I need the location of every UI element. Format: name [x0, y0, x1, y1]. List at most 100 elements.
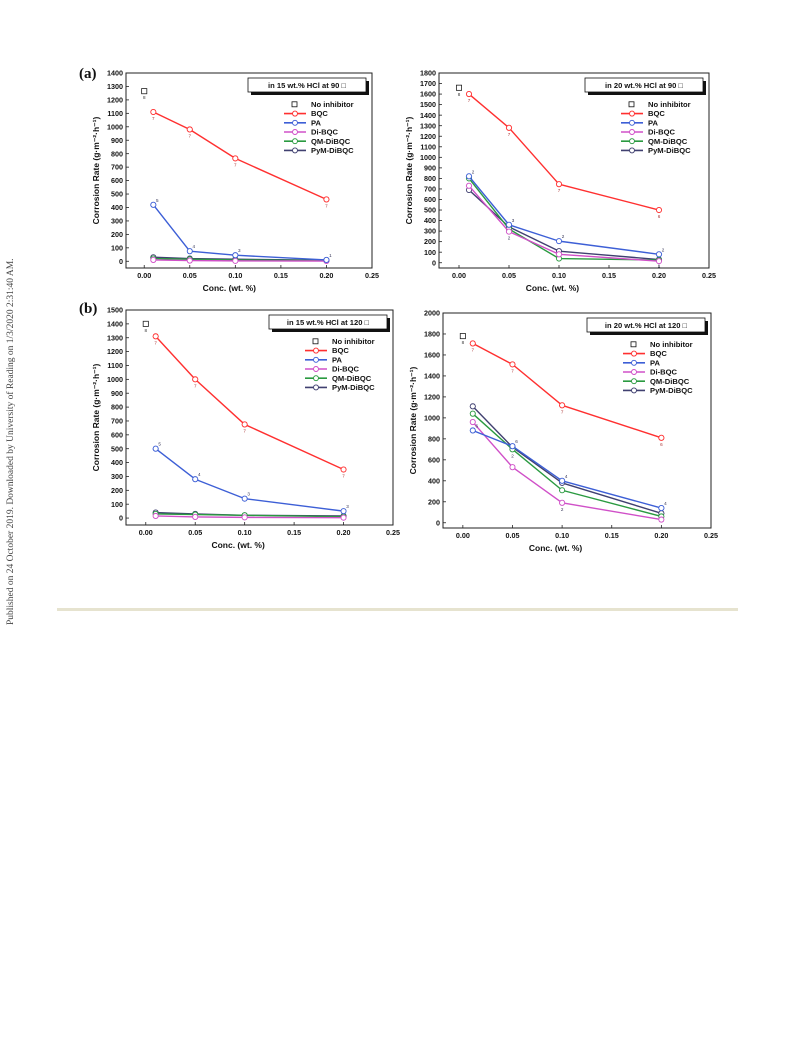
y-tick-label: 100	[424, 248, 436, 257]
chart-title: in 20 wt.% HCl at 90 □	[605, 81, 683, 90]
y-tick-label: 1000	[420, 153, 436, 162]
legend-item: Di-BQC	[621, 128, 676, 137]
y-tick-label: 700	[111, 163, 123, 172]
point-label: 4	[192, 244, 195, 249]
point-label: 7	[325, 203, 328, 208]
series-line	[472, 342, 662, 439]
y-tick-label: 1600	[420, 90, 436, 99]
y-tick-label: 400	[111, 458, 123, 467]
x-tick-label: 0.20	[654, 531, 668, 540]
data-point	[509, 361, 516, 368]
legend-marker	[313, 347, 319, 354]
y-tick-label: 1600	[424, 351, 440, 360]
title-box	[584, 77, 704, 93]
legend-label: No inhibitor	[311, 100, 354, 109]
y-tick-label: 1700	[420, 79, 436, 88]
legend-item: PyM-DiBQC	[284, 146, 354, 155]
data-point	[241, 514, 248, 521]
y-tick-label: 1000	[107, 375, 123, 384]
plot-frame	[125, 72, 373, 269]
data-point	[465, 91, 473, 98]
point-label: 6	[658, 214, 661, 219]
x-axis-title: Conc. (wt. %)	[203, 283, 257, 293]
legend-item: BQC	[305, 346, 349, 355]
point-label: 5	[156, 198, 159, 203]
y-tick-label: 1100	[420, 142, 436, 151]
no-inhibitor-point	[141, 88, 148, 95]
data-point	[340, 514, 347, 521]
series-bqc: 7 7 7 7	[152, 333, 347, 479]
point-label: 4	[565, 474, 568, 479]
x-tick-label: 0.10	[555, 531, 569, 540]
point-label: 7	[154, 340, 157, 345]
legend-item: PyM-DiBQC	[623, 386, 693, 395]
series-di-bqc: 2	[469, 419, 665, 523]
legend-item: PyM-DiBQC	[305, 383, 375, 392]
point-label: 7	[342, 474, 345, 479]
point-label: 8	[462, 340, 465, 345]
legend-marker	[312, 338, 319, 345]
data-point	[555, 181, 563, 188]
legend-marker	[292, 110, 298, 117]
y-tick-label: 300	[111, 217, 123, 226]
y-tick-label: 100	[111, 500, 123, 509]
legend-item: QM-DiBQC	[623, 377, 690, 386]
y-tick-label: 1100	[107, 109, 123, 118]
y-tick-label: 300	[111, 472, 123, 481]
legend-marker	[630, 341, 637, 348]
point-label: 7	[471, 347, 474, 352]
legend-label: No inhibitor	[650, 340, 693, 349]
series-line	[468, 189, 660, 261]
x-tick-label: 0.15	[274, 271, 288, 280]
point-label: 2	[562, 234, 565, 239]
point-label: 7	[511, 368, 514, 373]
chart-title: in 15 wt.% HCl at 90 □	[268, 81, 346, 90]
x-axis-title: Conc. (wt. %)	[211, 540, 265, 550]
title-box	[247, 77, 367, 93]
legend-marker	[313, 375, 319, 382]
x-tick-label: 0.25	[704, 531, 718, 540]
series-qm-dibqc: 2	[465, 175, 663, 264]
point-label: 4	[198, 472, 201, 477]
point-label: 6	[515, 439, 518, 444]
y-axis-title: Corrosion Rate (g·m⁻²·h⁻¹)	[91, 117, 101, 225]
series-pa: 5 4 3 3	[152, 442, 349, 515]
x-tick-label: 0.00	[452, 271, 466, 280]
y-tick-label: 1000	[424, 413, 440, 422]
y-tick-label: 900	[111, 389, 123, 398]
series-line	[472, 405, 662, 514]
data-point	[658, 505, 665, 512]
point-label: 6	[660, 442, 663, 447]
point-label: 3	[512, 218, 515, 223]
data-point	[505, 221, 513, 228]
y-tick-label: 1300	[107, 82, 123, 91]
legend-marker	[631, 378, 637, 385]
legend-marker	[628, 101, 635, 108]
point-label: 2	[561, 507, 564, 512]
title-box	[268, 314, 388, 330]
legend-marker	[313, 384, 319, 391]
data-point	[152, 512, 159, 519]
legend-label: Di-BQC	[650, 368, 678, 377]
data-point	[509, 443, 516, 450]
legend-marker	[631, 369, 637, 375]
series-pym-dibqc: 33	[469, 403, 665, 522]
y-tick-label: 200	[428, 497, 440, 506]
y-tick-label: 800	[111, 403, 123, 412]
point-label: 8	[143, 95, 146, 100]
y-tick-label: 700	[424, 185, 436, 194]
y-tick-label: 800	[424, 174, 436, 183]
legend-item: BQC	[621, 109, 665, 118]
x-tick-label: 0.05	[183, 271, 197, 280]
legend-marker	[631, 359, 637, 366]
data-point	[469, 427, 476, 434]
x-tick-label: 0.15	[602, 271, 616, 280]
chart-3: 0 100 200 300 400 500 600 700 800 900 1000 1100 1200…	[91, 306, 400, 550]
data-point	[150, 201, 157, 208]
series-line	[472, 429, 662, 509]
series-bqc: 7 7 7 6	[469, 340, 665, 447]
data-point	[186, 248, 193, 255]
legend-label: BQC	[332, 346, 349, 355]
